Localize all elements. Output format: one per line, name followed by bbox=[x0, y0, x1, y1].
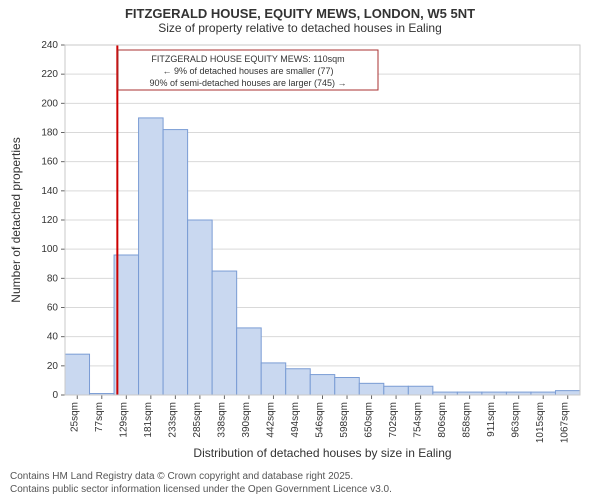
x-tick-label: 1067sqm bbox=[560, 402, 571, 443]
x-tick-label: 963sqm bbox=[511, 402, 522, 438]
histogram-bar bbox=[359, 383, 384, 395]
x-tick-label: 650sqm bbox=[364, 402, 375, 438]
histogram-bar bbox=[555, 391, 580, 395]
x-tick-label: 129sqm bbox=[118, 402, 129, 438]
y-tick-label: 40 bbox=[47, 332, 59, 343]
histogram-bar bbox=[188, 220, 213, 395]
x-tick-label: 285sqm bbox=[192, 402, 203, 438]
histogram-bar bbox=[335, 378, 360, 396]
y-tick-label: 180 bbox=[41, 128, 58, 139]
histogram-chart: 0 20 40 60 80 100 120 140 160 180 200 220 240 25sqm 77… bbox=[0, 0, 600, 500]
x-tick-label: 181sqm bbox=[143, 402, 154, 438]
x-tick-label: 754sqm bbox=[413, 402, 424, 438]
y-tick-label: 160 bbox=[41, 157, 58, 168]
y-axis-label: Number of detached properties bbox=[9, 137, 23, 302]
footer-line-2: Contains public sector information licen… bbox=[10, 484, 392, 497]
y-tick-label: 80 bbox=[47, 273, 59, 284]
histogram-bar bbox=[286, 369, 311, 395]
footer: Contains HM Land Registry data © Crown c… bbox=[10, 471, 392, 496]
y-tick-label: 60 bbox=[47, 303, 59, 314]
x-tick-label: 598sqm bbox=[339, 402, 350, 438]
y-tick-label: 240 bbox=[41, 40, 58, 51]
x-tick-label: 858sqm bbox=[462, 402, 473, 438]
x-tick-label: 702sqm bbox=[388, 402, 399, 438]
histogram-bar bbox=[65, 354, 90, 395]
y-tick-label: 100 bbox=[41, 244, 58, 255]
y-tick-label: 0 bbox=[52, 390, 58, 401]
x-tick-label: 1015sqm bbox=[535, 402, 546, 443]
y-tick-label: 120 bbox=[41, 215, 58, 226]
y-tick-label: 20 bbox=[47, 361, 59, 372]
annotation-line: ← 9% of detached houses are smaller (77) bbox=[162, 66, 333, 76]
histogram-bar bbox=[237, 328, 262, 395]
annotation-line: FITZGERALD HOUSE EQUITY MEWS: 110sqm bbox=[151, 54, 344, 64]
y-tick-label: 220 bbox=[41, 69, 58, 80]
x-tick-label: 806sqm bbox=[437, 402, 448, 438]
y-tick-label: 140 bbox=[41, 186, 58, 197]
histogram-bar bbox=[139, 118, 164, 395]
x-tick-label: 494sqm bbox=[290, 402, 301, 438]
histogram-bar bbox=[261, 363, 286, 395]
x-tick-label: 233sqm bbox=[167, 402, 178, 438]
histogram-bar bbox=[310, 375, 335, 395]
x-tick-label: 546sqm bbox=[315, 402, 326, 438]
x-tick-label: 911sqm bbox=[486, 402, 497, 437]
x-tick-label: 390sqm bbox=[241, 402, 252, 438]
x-tick-label: 25sqm bbox=[69, 402, 80, 432]
histogram-bar bbox=[163, 130, 188, 395]
x-tick-label: 77sqm bbox=[94, 402, 105, 432]
x-axis-label: Distribution of detached houses by size … bbox=[193, 446, 451, 460]
footer-line-1: Contains HM Land Registry data © Crown c… bbox=[10, 471, 392, 484]
x-tick-label: 442sqm bbox=[265, 402, 276, 438]
annotation-line: 90% of semi-detached houses are larger (… bbox=[149, 78, 346, 88]
y-tick-label: 200 bbox=[41, 98, 58, 109]
histogram-bar bbox=[384, 386, 409, 395]
histogram-bar bbox=[408, 386, 433, 395]
x-tick-label: 338sqm bbox=[216, 402, 227, 438]
histogram-bar bbox=[212, 271, 237, 395]
